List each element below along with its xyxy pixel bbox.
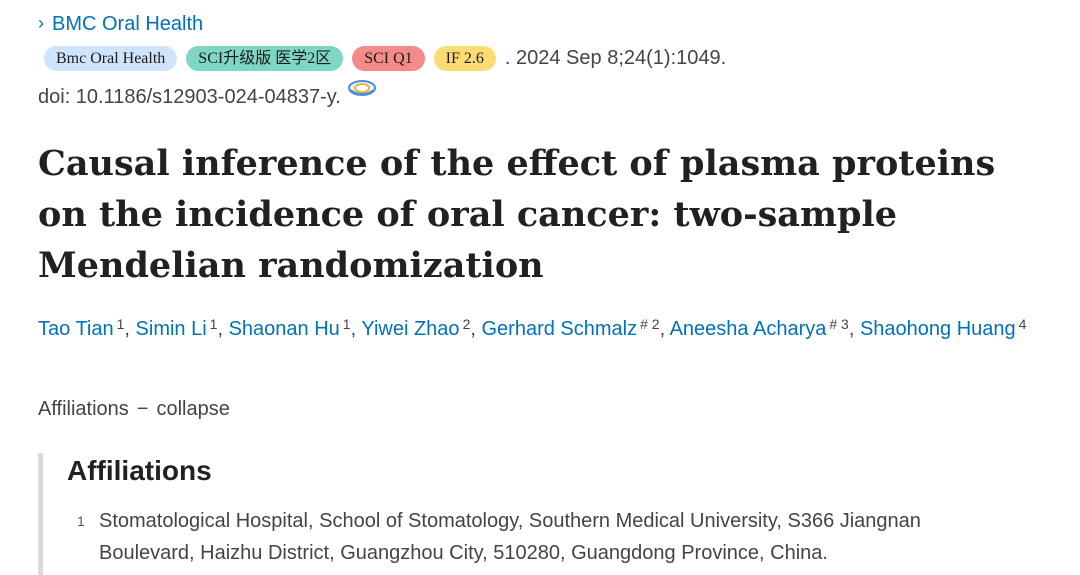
collapse-button[interactable]: collapse [156, 398, 230, 420]
affiliation-item: 1 Stomatological Hospital, School of Sto… [77, 505, 1017, 569]
author-link[interactable]: Shaohong Huang [859, 318, 1016, 340]
author-affiliation-ref[interactable]: 1 [342, 316, 351, 332]
journal-link[interactable]: › BMC Oral Health [38, 13, 203, 36]
sci-zone-badge: SCI升级版 医学2区 [186, 46, 344, 71]
sci-quartile-badge: SCI Q1 [352, 46, 425, 71]
chevron-right-icon: › [38, 13, 44, 33]
doi-line: doi: 10.1186/s12903-024-04837-y. [38, 80, 377, 110]
author-affiliation-ref[interactable]: 1 [116, 316, 125, 332]
impact-factor-badge: IF 2.6 [433, 46, 496, 71]
affiliations-heading: Affiliations [67, 455, 212, 486]
journal-link-label[interactable]: BMC Oral Health [52, 13, 204, 35]
author-list: Tao Tian 1, Simin Li 1, Shaonan Hu 1, Yiwei… [38, 312, 1048, 346]
author-separator: , [350, 318, 362, 340]
author-separator: , [470, 318, 482, 340]
author-affiliation-ref[interactable]: 2 [462, 316, 471, 332]
doi-text: doi: 10.1186/s12903-024-04837-y. [38, 85, 341, 108]
author-separator: , [659, 318, 670, 340]
author-link[interactable]: Aneesha Acharya [669, 318, 827, 340]
author-link[interactable]: Simin Li [135, 318, 207, 340]
author-link[interactable]: Tao Tian [38, 318, 114, 340]
author-link[interactable]: Gerhard Schmalz [481, 318, 638, 340]
author-link[interactable]: Shaonan Hu [228, 318, 340, 340]
author-separator: , [217, 318, 229, 340]
affiliation-text: Stomatological Hospital, School of Stoma… [99, 510, 921, 564]
author-affiliation-ref[interactable]: # 2 [640, 316, 660, 332]
author-separator: , [124, 318, 136, 340]
badge-row: Bmc Oral Health SCI升级版 医学2区 SCI Q1 IF 2.… [44, 46, 726, 71]
full-text-link-icon[interactable] [347, 78, 377, 104]
citation-date: . 2024 Sep 8;24(1):1049. [504, 47, 727, 69]
article-title: Causal inference of the effect of plasma… [38, 143, 996, 286]
journal-badge[interactable]: Bmc Oral Health [44, 46, 178, 71]
collapse-dash-icon: − [136, 398, 149, 420]
affiliation-number: 1 [77, 513, 85, 529]
affiliations-toggle-label: Affiliations [38, 398, 129, 420]
author-separator: , [848, 318, 860, 340]
affiliations-toggle: Affiliations − collapse [38, 398, 230, 421]
author-link[interactable]: Yiwei Zhao [361, 318, 460, 340]
affiliations-panel: Affiliations 1 Stomatological Hospital, … [38, 453, 1043, 575]
author-affiliation-ref[interactable]: 4 [1018, 316, 1027, 332]
author-affiliation-ref[interactable]: # 3 [829, 316, 849, 332]
author-affiliation-ref[interactable]: 1 [209, 316, 218, 332]
